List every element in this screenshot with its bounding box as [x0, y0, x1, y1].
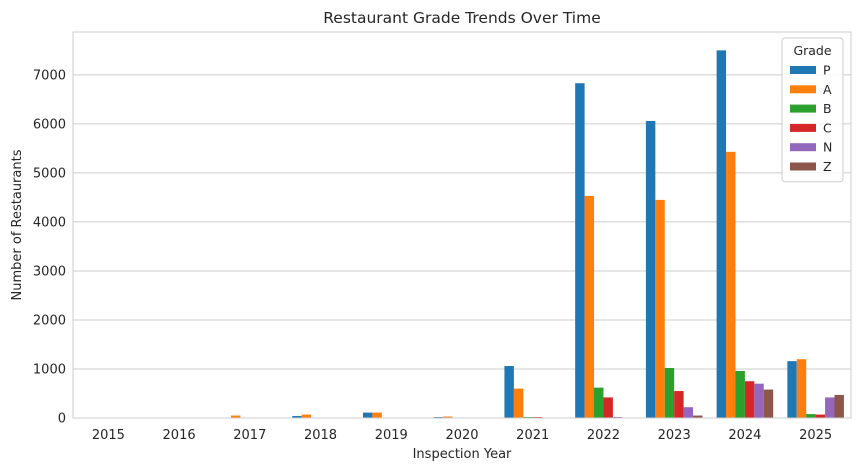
bar-B-2024: [735, 370, 745, 418]
bar-C-2023: [674, 391, 684, 418]
y-tick-label: 6000: [33, 117, 66, 132]
bar-Z-2025: [834, 394, 844, 418]
legend-swatch-N: [790, 143, 816, 152]
y-tick-label: 1000: [33, 362, 66, 377]
y-tick-label: 5000: [33, 166, 66, 181]
legend-label-C: C: [823, 120, 832, 135]
x-tick-label: 2023: [658, 428, 691, 443]
legend-label-A: A: [823, 82, 832, 97]
grid: [73, 74, 851, 419]
bar-P-2025: [787, 361, 797, 418]
legend-label-B: B: [823, 101, 832, 116]
y-tick-label: 0: [58, 412, 66, 427]
plot-frame: [72, 31, 852, 419]
bar-B-2025: [806, 414, 816, 418]
legend-title: Grade: [793, 43, 831, 58]
y-tick-label: 7000: [33, 68, 66, 83]
legend-swatch-A: [790, 85, 816, 94]
bar-A-2021: [513, 388, 524, 418]
bar-N-2025: [825, 397, 835, 418]
bar-B-2023: [664, 368, 675, 418]
bar-A-2025: [796, 359, 807, 418]
x-tick-label: 2025: [799, 428, 832, 443]
bar-C-2022: [603, 397, 613, 418]
bar-P-2021: [504, 366, 514, 418]
bar-A-2019: [372, 412, 382, 418]
x-tick-label: 2015: [92, 428, 125, 443]
bar-A-2020: [443, 416, 453, 418]
y-tick-label: 3000: [33, 264, 66, 279]
bar-A-2023: [655, 199, 665, 418]
bar-P-2023: [645, 120, 656, 418]
x-tick-label: 2017: [233, 428, 266, 443]
axes: 0 1000 2000 3000 4000 5000 6000 7000 2015 2016 201…: [33, 31, 852, 443]
legend-swatch-Z: [790, 162, 816, 171]
bar-N-2024: [754, 383, 764, 418]
x-tick-label: 2022: [587, 428, 620, 443]
legend-swatch-C: [790, 123, 816, 132]
x-tick-label: 2019: [375, 428, 408, 443]
bar-N-2023: [683, 407, 694, 418]
y-tick-label: 2000: [33, 313, 66, 328]
x-tick-label: 2018: [304, 428, 337, 443]
legend-label-Z: Z: [823, 159, 832, 174]
bar-A-2017: [230, 415, 241, 418]
x-tick-label: 2021: [516, 428, 549, 443]
legend-label-P: P: [823, 63, 831, 78]
legend-swatch-B: [790, 104, 816, 113]
bar-Z-2024: [763, 389, 774, 418]
bar-A-2024: [726, 151, 736, 418]
y-tick-label: 4000: [33, 215, 66, 230]
bars: [230, 50, 844, 418]
bar-P-2024: [716, 50, 727, 418]
legend-swatch-P: [790, 66, 816, 74]
bar-B-2022: [594, 387, 604, 418]
bar-A-2018: [301, 414, 312, 418]
legend-label-N: N: [823, 140, 832, 155]
x-axis-title: Inspection Year: [413, 447, 512, 462]
bar-Z-2023: [693, 415, 703, 418]
x-tick-label: 2020: [445, 428, 478, 443]
bar-C-2025: [815, 414, 826, 418]
y-axis-title: Number of Restaurants: [10, 149, 25, 300]
bar-P-2022: [575, 83, 585, 418]
bar-P-2018: [292, 416, 302, 418]
chart-title: Restaurant Grade Trends Over Time: [323, 9, 601, 27]
bar-A-2022: [584, 195, 595, 418]
bar-C-2024: [744, 381, 755, 418]
x-tick-label: 2024: [728, 428, 761, 443]
x-tick-label: 2016: [163, 428, 196, 443]
bar-P-2019: [362, 412, 373, 418]
